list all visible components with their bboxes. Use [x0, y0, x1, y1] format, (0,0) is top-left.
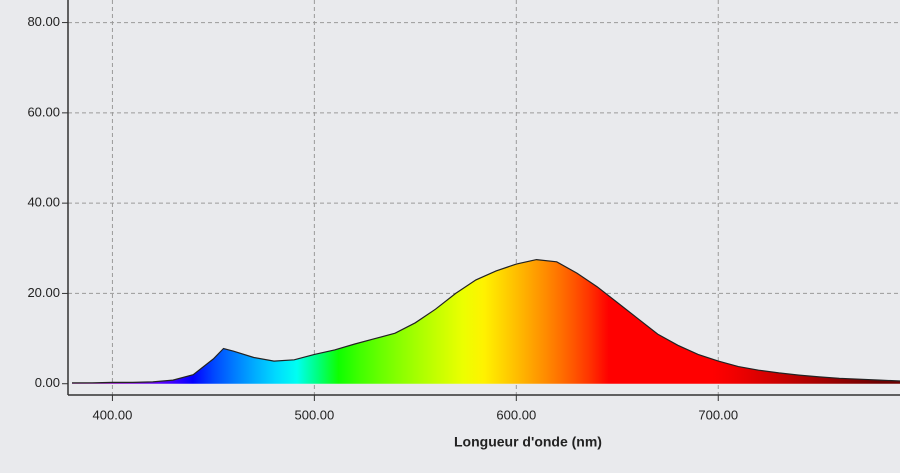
x-tick-label: 500.00: [294, 407, 334, 422]
y-tick-label: 60.00: [27, 104, 60, 119]
x-tick-label: 600.00: [496, 407, 536, 422]
x-tick-label: 400.00: [93, 407, 133, 422]
x-axis-label: Longueur d'onde (nm): [454, 434, 602, 450]
y-tick-label: 40.00: [27, 195, 60, 210]
y-tick-label: 20.00: [27, 285, 60, 300]
spectrum-line: [72, 258, 900, 384]
y-tick-label: 0.00: [35, 375, 60, 390]
y-tick-label: 80.00: [27, 14, 60, 29]
x-tick-label: 700.00: [698, 407, 738, 422]
